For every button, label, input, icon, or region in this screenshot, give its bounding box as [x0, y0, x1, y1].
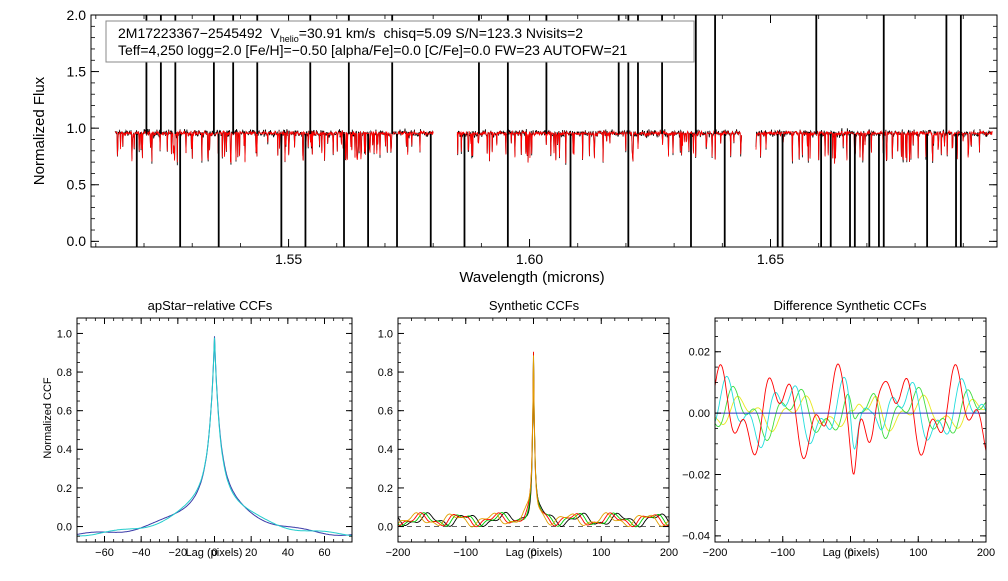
synthetic-ccf-line [397, 355, 670, 528]
x-tick-label: −200 [703, 547, 728, 559]
x-tick-label: −100 [453, 547, 478, 559]
x-tick-label: 1.65 [757, 251, 784, 267]
spectrum-xlabel: Wavelength (microns) [459, 269, 604, 286]
difference-ccf-line [715, 375, 986, 450]
y-tick-label: 0.8 [378, 367, 393, 379]
y-tick-label: 0.4 [378, 444, 393, 456]
vhelio-value: =30.91 km/s [299, 25, 376, 41]
synthetic-title: Synthetic CCFs [489, 298, 580, 313]
difference-xlabel: Lag (pixels) [823, 547, 880, 559]
spectrum-model-line [755, 129, 993, 164]
x-tick-label: 1.60 [516, 251, 543, 267]
spectrum-model-line [456, 129, 742, 164]
x-tick-label: −100 [770, 547, 795, 559]
object-id: 2M17223367−2545492 [118, 25, 263, 41]
spectrum-axes: 1.55 1.60 1.65 0.0 0.5 1.0 1.5 2.0 [67, 7, 997, 267]
x-tick-label: 0 [847, 547, 853, 559]
y-tick-label: 1.0 [378, 328, 393, 340]
difference-ccf-panel: Difference Synthetic CCFs −200 −100 0 100 20… [682, 298, 995, 559]
vhelio-label: V [270, 25, 280, 41]
x-tick-label: 200 [660, 547, 678, 559]
x-tick-label: 100 [592, 547, 610, 559]
synthetic-frame [397, 317, 670, 543]
apstar-ccf-line [76, 337, 353, 537]
y-tick-label: 0.6 [57, 406, 72, 418]
y-tick-label: 1.0 [57, 328, 72, 340]
y-tick-label: 0.0 [378, 521, 393, 533]
y-tick-label: 1.0 [67, 120, 87, 136]
apstar-series [76, 336, 353, 537]
difference-frame [714, 317, 987, 543]
apstar-title: apStar−relative CCFs [148, 298, 273, 313]
difference-axes: −200 −100 0 100 200 −0.04 −0.02 0.00 0.02 [682, 318, 995, 559]
y-tick-label: 0.2 [378, 483, 393, 495]
y-tick-label: 2.0 [67, 7, 87, 23]
x-tick-label: 1.55 [275, 251, 302, 267]
spectrum-panel: 1.55 1.60 1.65 0.0 0.5 1.0 1.5 2.0 Wavelength (… [31, 7, 998, 286]
difference-ccf-line [715, 363, 986, 475]
x-tick-label: 200 [977, 547, 995, 559]
annotation-line-1: 2M17223367−2545492 Vhelio=30.91 km/s chisq… [118, 25, 583, 44]
difference-ccf-line [715, 385, 986, 441]
y-tick-label: 0.00 [689, 408, 710, 420]
y-tick-label: 0.4 [57, 444, 72, 456]
x-tick-label: 0 [211, 547, 217, 559]
apstar-ccf-panel: apStar−relative CCFs −60 −40 −20 0 20 40 60 0.0… [42, 298, 353, 559]
synthetic-xlabel: Lag (pixels) [506, 547, 563, 559]
spectrum-observed-line [456, 128, 742, 165]
spectrum-ylabel: Normalized Flux [31, 76, 48, 185]
difference-title: Difference Synthetic CCFs [774, 298, 927, 313]
apstar-xlabel: Lag (pixels) [186, 547, 243, 559]
fit-stats: chisq=5.09 S/N=123.3 Nvisits=2 [383, 25, 583, 41]
y-tick-label: −0.02 [682, 469, 710, 481]
y-tick-label: 1.5 [67, 63, 87, 79]
y-tick-label: 0.0 [57, 521, 72, 533]
x-tick-label: −20 [168, 547, 187, 559]
apstar-frame [76, 317, 353, 543]
x-tick-label: 60 [318, 547, 330, 559]
y-tick-label: 0.6 [378, 406, 393, 418]
y-tick-label: 0.2 [57, 483, 72, 495]
spectrum-model-line [114, 129, 434, 164]
x-tick-label: 40 [282, 547, 294, 559]
synthetic-series [397, 351, 670, 528]
annotation-box [105, 20, 695, 63]
x-tick-label: −40 [132, 547, 151, 559]
difference-series [715, 363, 986, 475]
y-tick-label: 0.0 [67, 233, 87, 249]
y-tick-label: 0.5 [67, 177, 87, 193]
x-tick-label: −200 [386, 547, 411, 559]
apstar-ccf-line [76, 336, 353, 536]
x-tick-label: −60 [95, 547, 114, 559]
x-tick-label: 20 [245, 547, 257, 559]
annotation-line-2: Teff=4,250 logg=2.0 [Fe/H]=−0.50 [alpha/… [118, 42, 627, 58]
y-tick-label: 0.02 [689, 347, 710, 359]
spectrum-frame [90, 14, 998, 248]
vhelio-subscript: helio [280, 34, 299, 44]
synthetic-axes: −200 −100 0 100 200 0.0 0.2 0.4 0.6 0.8 1.0 [378, 318, 678, 559]
y-tick-label: 0.8 [57, 367, 72, 379]
x-tick-label: 100 [909, 547, 927, 559]
y-tick-label: −0.04 [682, 531, 710, 543]
apstar-axes: −60 −40 −20 0 20 40 60 0.0 0.2 0.4 0.6 0.8 1.0 [57, 318, 353, 559]
synthetic-ccf-line [397, 351, 670, 528]
synthetic-ccf-panel: Synthetic CCFs −200 −100 0 100 200 0.0 0.2 0.4 0… [378, 298, 678, 559]
x-tick-label: 0 [530, 547, 536, 559]
apstar-ylabel: Normalized CCF [42, 377, 54, 459]
